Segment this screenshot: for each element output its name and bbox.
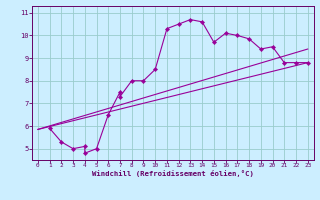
X-axis label: Windchill (Refroidissement éolien,°C): Windchill (Refroidissement éolien,°C) bbox=[92, 170, 254, 177]
